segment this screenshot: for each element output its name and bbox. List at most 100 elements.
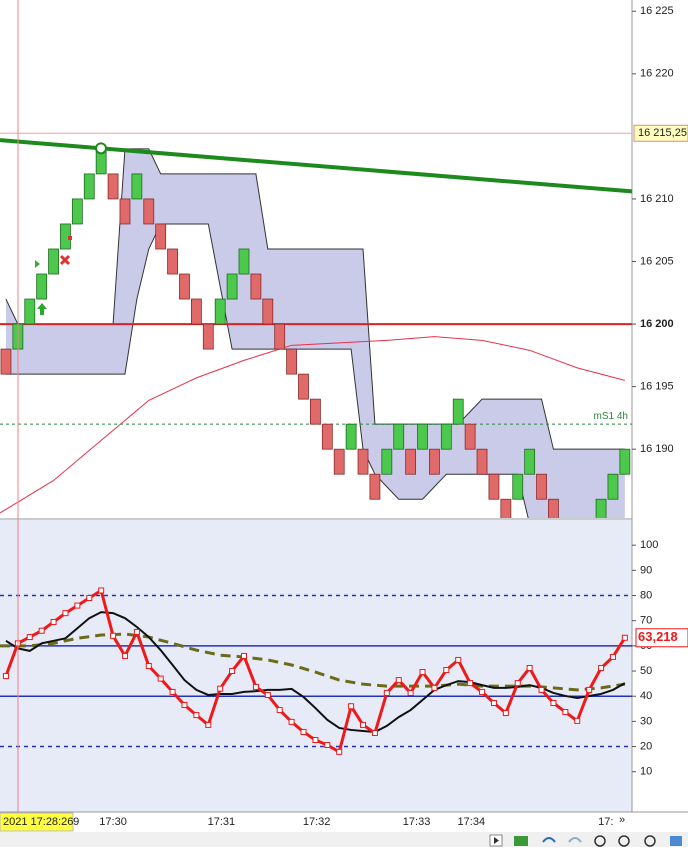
x-tick-label: 17:30	[99, 816, 127, 828]
renko-brick	[381, 448, 393, 475]
oscillator-point	[240, 652, 247, 659]
oscillator-point	[443, 667, 450, 674]
renko-brick	[333, 448, 345, 475]
pivot-label: mS1 4h	[594, 411, 628, 422]
oscillator-point	[562, 709, 569, 716]
oscillator-point	[550, 700, 557, 707]
renko-brick	[595, 498, 607, 518]
redo-icon[interactable]	[568, 837, 582, 843]
oscillator-point	[264, 691, 271, 698]
oscillator-point	[26, 634, 33, 641]
y-tick-label: 16 205	[640, 255, 674, 267]
renko-brick	[48, 248, 59, 275]
signals	[35, 236, 72, 315]
x-tick-label: 9	[73, 816, 79, 828]
oscillator-point	[479, 688, 486, 695]
renko-brick	[393, 423, 405, 450]
renko-brick	[71, 198, 83, 225]
cursor-price-label: 16 215,25	[638, 127, 687, 139]
x-tick-label: 17:33	[403, 816, 431, 828]
renko-brick	[298, 373, 309, 400]
renko-brick	[131, 173, 143, 200]
renko-brick	[36, 273, 48, 300]
x-tick-label: 17:32	[303, 816, 331, 828]
oscillator-point	[50, 618, 57, 625]
renko-brick	[429, 448, 440, 475]
oscillator-point	[538, 686, 545, 693]
oscillator-point	[407, 689, 414, 696]
undo-icon[interactable]	[542, 837, 556, 843]
y-tick-label: 100	[640, 539, 658, 551]
zoom-in-icon[interactable]	[644, 835, 656, 847]
y-tick-label: 40	[640, 690, 652, 702]
y-tick-label: 30	[640, 715, 652, 727]
renko-brick	[179, 273, 190, 300]
renko-brick	[24, 298, 36, 325]
renko-brick	[238, 248, 250, 275]
moving-average	[0, 336, 625, 514]
oscillator-point	[514, 680, 521, 687]
oscillator-point	[621, 634, 628, 641]
renko-brick	[202, 323, 214, 350]
oscillator-point	[133, 629, 140, 636]
settings-icon[interactable]	[670, 836, 682, 846]
renko-brick	[619, 448, 631, 475]
y-tick-label: 10	[640, 766, 652, 778]
trendline-handle	[95, 142, 107, 155]
value-label: 63,218	[638, 629, 678, 644]
oscillator-point	[86, 595, 93, 602]
renko-brick	[226, 273, 238, 300]
oscillator-point	[598, 665, 605, 672]
renko-brick	[286, 348, 298, 375]
renko-brick	[536, 473, 547, 500]
renko-brick	[321, 423, 333, 450]
renko-brick	[512, 473, 524, 500]
renko-brick	[524, 448, 536, 475]
oscillator-point	[157, 675, 164, 682]
oscillator-point	[2, 673, 9, 680]
oscillator-point	[526, 665, 533, 672]
zoom-fit-icon[interactable]	[594, 835, 606, 847]
oscillator-point	[229, 668, 236, 675]
y-tick-label: 80	[640, 589, 652, 601]
zoom-out-icon[interactable]	[618, 835, 630, 847]
renko-brick	[190, 298, 202, 325]
oscillator-point	[110, 632, 117, 639]
renko-brick	[345, 423, 357, 450]
renko-brick	[262, 298, 274, 325]
oscillator-point	[145, 663, 152, 669]
y-tick-label: 16 195	[640, 381, 674, 393]
oscillator-point	[455, 656, 462, 663]
oscillator-point	[336, 748, 343, 755]
oscillator-point	[205, 721, 212, 728]
value-label-box	[635, 628, 688, 648]
oscillator-point	[98, 587, 105, 594]
oscillator-point	[193, 712, 200, 719]
cursor-time-label: 2021 17:28:26	[3, 816, 73, 828]
renko-brick	[500, 498, 512, 518]
oscillator-point	[360, 721, 367, 728]
renko-brick	[405, 448, 417, 475]
y-tick-label: 16 220	[640, 68, 674, 80]
oscillator-point	[586, 686, 593, 693]
toolbar-bg	[0, 832, 688, 847]
oscillator-point	[276, 707, 283, 714]
tool-icon[interactable]	[514, 836, 528, 846]
signal-up-arrow	[37, 303, 47, 315]
renko-brick	[548, 498, 559, 518]
y-tick-label: 90	[640, 564, 652, 576]
renko-brick	[250, 273, 262, 300]
signal-dot	[68, 236, 72, 240]
oscillator-point	[181, 702, 188, 709]
renko-brick	[107, 173, 119, 200]
oscillator-point	[609, 653, 616, 660]
x-tick-label: 17:	[598, 816, 613, 828]
scroll-glyph: »	[619, 814, 625, 826]
renko-brick	[417, 423, 428, 450]
oscillator-line	[5, 611, 626, 733]
renko-brick	[119, 198, 131, 225]
renko-brick	[143, 198, 155, 225]
renko-brick	[607, 473, 619, 500]
y-tick-label: 16 225	[640, 5, 674, 17]
